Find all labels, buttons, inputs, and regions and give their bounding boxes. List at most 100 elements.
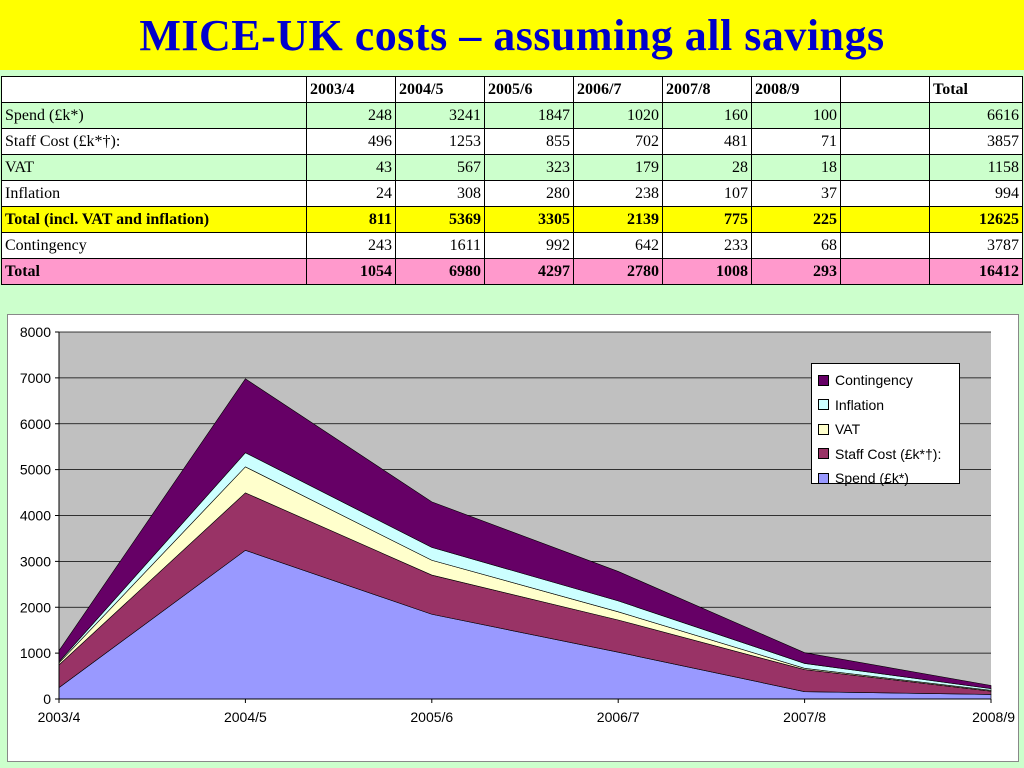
legend-item: Inflation (818, 393, 953, 418)
table-cell (840, 258, 930, 285)
legend-label: Staff Cost (£k*†): (835, 445, 942, 462)
header-cell: 2006/7 (573, 76, 663, 103)
legend-item: VAT (818, 417, 953, 442)
legend-swatch (818, 423, 829, 435)
table-cell: 280 (484, 180, 574, 207)
header-cell: 2004/5 (395, 76, 485, 103)
table-cell: 1008 (662, 258, 752, 285)
table-cell: 248 (306, 102, 396, 129)
series-area-4 (58, 378, 992, 689)
table-cell: 855 (484, 128, 574, 155)
table-row: Inflation 24 308 280 238 107 37 994 (1, 180, 1023, 207)
table-cell: 994 (929, 180, 1023, 207)
row-label: Contingency (1, 232, 307, 259)
table-cell: 24 (306, 180, 396, 207)
table-cell (840, 154, 930, 181)
y-tick-label: 1000 (20, 645, 51, 661)
x-tick-label: 2006/7 (597, 709, 640, 725)
header-cell: 2008/9 (751, 76, 841, 103)
y-tick-label: 6000 (20, 416, 51, 432)
table-row: Staff Cost (£k*†): 496 1253 855 702 481 71 3857 (1, 128, 1023, 155)
chart-panel: 0 1000 2000 3000 4000 5000 6000 7000 8000 2003/4 2… (7, 314, 1019, 762)
y-tick-label: 8000 (20, 324, 51, 340)
table-cell: 238 (573, 180, 663, 207)
y-tick-label: 7000 (20, 370, 51, 386)
table-cell (840, 232, 930, 259)
y-tick-label: 0 (43, 691, 51, 707)
table-cell: 233 (662, 232, 752, 259)
header-cell: 2003/4 (306, 76, 396, 103)
y-tick-label: 2000 (20, 599, 51, 615)
table-cell: 68 (751, 232, 841, 259)
row-label: Inflation (1, 180, 307, 207)
header-cell: Total (929, 76, 1023, 103)
row-label: Total (incl. VAT and inflation) (1, 206, 307, 233)
table-cell: 2139 (573, 206, 663, 233)
header-cell: 2005/6 (484, 76, 574, 103)
x-tick-label: 2003/4 (38, 709, 81, 725)
x-tick-label: 2004/5 (224, 709, 267, 725)
table-cell: 293 (751, 258, 841, 285)
legend-swatch (818, 374, 829, 386)
header-cell (840, 76, 930, 103)
table-cell: 16412 (929, 258, 1023, 285)
table-cell: 1847 (484, 102, 574, 129)
table-cell: 5369 (395, 206, 485, 233)
y-tick-label: 4000 (20, 508, 51, 524)
table-cell (840, 180, 930, 207)
table-cell: 1020 (573, 102, 663, 129)
table-cell: 37 (751, 180, 841, 207)
table-cell: 3241 (395, 102, 485, 129)
row-label: VAT (1, 154, 307, 181)
table-cell: 160 (662, 102, 752, 129)
header-cell: 2007/8 (662, 76, 752, 103)
table-cell: 6980 (395, 258, 485, 285)
row-label: Total (1, 258, 307, 285)
table-cell: 1253 (395, 128, 485, 155)
table-row: VAT 43 567 323 179 28 18 1158 (1, 154, 1023, 181)
table-cell (840, 128, 930, 155)
table-cell: 18 (751, 154, 841, 181)
table-cell: 43 (306, 154, 396, 181)
legend-item: Spend (£k*) (818, 466, 953, 491)
x-tick-label: 2007/8 (783, 709, 826, 725)
table-cell: 71 (751, 128, 841, 155)
table-cell: 6616 (929, 102, 1023, 129)
table-cell: 308 (395, 180, 485, 207)
table-row: Total (incl. VAT and inflation) 811 5369 33… (1, 206, 1023, 233)
table-cell: 567 (395, 154, 485, 181)
legend-label: Contingency (835, 372, 913, 389)
row-label: Staff Cost (£k*†): (1, 128, 307, 155)
legend-label: VAT (835, 421, 861, 438)
table-cell: 243 (306, 232, 396, 259)
table-cell: 775 (662, 206, 752, 233)
table-cell: 702 (573, 128, 663, 155)
table-cell: 100 (751, 102, 841, 129)
table-cell: 225 (751, 206, 841, 233)
legend-swatch (818, 472, 829, 484)
legend-swatch (818, 399, 829, 411)
chart-legend: Contingency Inflation VAT Staff Cost (£k*†)… (811, 363, 960, 486)
legend-item: Contingency (818, 368, 953, 393)
legend-swatch (818, 448, 829, 460)
table-cell: 107 (662, 180, 752, 207)
table-cell: 481 (662, 128, 752, 155)
table-cell: 1158 (929, 154, 1023, 181)
table-cell: 642 (573, 232, 663, 259)
row-label: Spend (£k*) (1, 102, 307, 129)
y-tick-label: 3000 (20, 553, 51, 569)
table-cell: 1611 (395, 232, 485, 259)
table-cell: 811 (306, 206, 396, 233)
table-cell: 323 (484, 154, 574, 181)
table-cell: 496 (306, 128, 396, 155)
title-bar: MICE-UK costs – assuming all savings (0, 0, 1024, 70)
table-row: Total 1054 6980 4297 2780 1008 293 16412 (1, 258, 1023, 285)
page-title: MICE-UK costs – assuming all savings (139, 10, 885, 60)
x-tick-label: 2008/9 (972, 709, 1015, 725)
table-cell (840, 102, 930, 129)
table-cell: 3305 (484, 206, 574, 233)
legend-label: Spend (£k*) (835, 470, 909, 487)
table-cell (840, 206, 930, 233)
x-tick-label: 2005/6 (410, 709, 453, 725)
table-header-row: 2003/4 2004/5 2005/6 2006/7 2007/8 2008/… (1, 76, 1023, 103)
